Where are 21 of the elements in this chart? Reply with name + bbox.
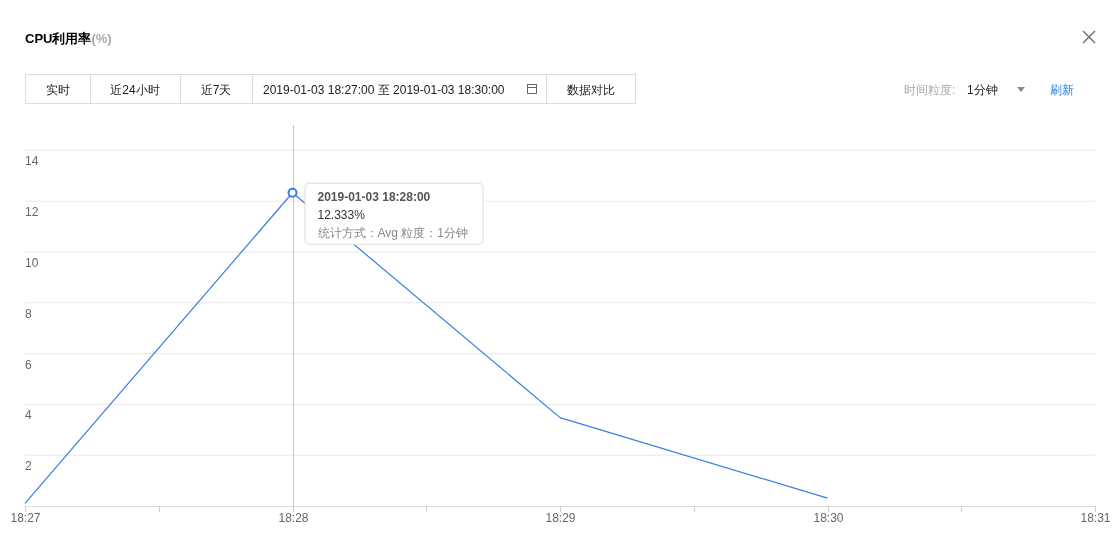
x-tick-label: 18:28 (278, 511, 309, 525)
x-tick-label: 18:30 (813, 511, 844, 525)
x-tick-label: 18:31 (1080, 511, 1111, 525)
text: 刷新 (1050, 83, 1074, 97)
y-tick-label: 14 (25, 154, 39, 169)
annotation: 12.333% (317, 207, 366, 222)
tooltip: 2019-01-03 18:28:00 12.333% 统计方式：Avg 粒度：1分钟 (304, 182, 484, 245)
toolbar: 实时 近24小时 近7天 2019-01-03 18:27:00 至 2019-01-03 18:30:00 数据对比 (25, 74, 636, 104)
y-tick-label: 2 (25, 459, 32, 474)
annotation: 2019-01-03 18:28:00 (317, 189, 431, 204)
x-tick-label: 18:27 (10, 511, 41, 525)
text: 时间粒度: (904, 83, 956, 97)
annotation: 统计方式：Avg 粒度：1分钟 (317, 225, 468, 240)
y-tick-label: 6 (25, 357, 32, 372)
text: 1分钟 (967, 83, 998, 97)
title: CPU利用率(%) (25, 31, 112, 46)
y-tick-label: 10 (25, 256, 39, 270)
y-tick-label: 4 (25, 408, 32, 423)
y-tick-label: 8 (25, 306, 32, 321)
y-tick-label: 12 (25, 205, 39, 220)
x-tick-label: 18:29 (545, 511, 576, 525)
